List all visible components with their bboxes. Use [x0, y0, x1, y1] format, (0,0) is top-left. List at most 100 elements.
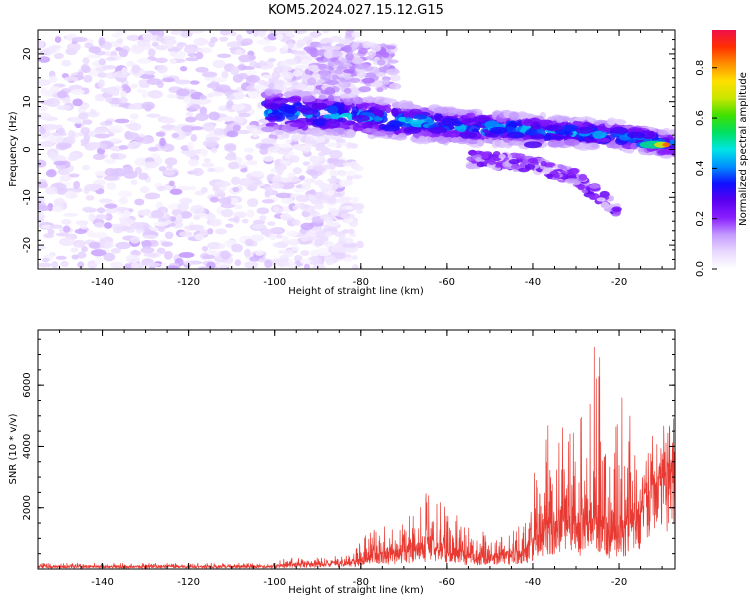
spectrogram-blob — [361, 77, 375, 84]
spectrogram-blob — [102, 65, 117, 70]
spectrogram-blob — [238, 72, 248, 80]
spectrogram-blob — [291, 134, 301, 142]
x-tick-label: -20 — [611, 277, 627, 288]
spectrogram-blob — [287, 239, 300, 246]
spectrogram-blob — [381, 79, 391, 85]
spectrogram-blob — [219, 250, 231, 260]
spectrogram-blob — [130, 236, 141, 244]
spectrogram-blob — [113, 70, 130, 79]
spectrogram-blob — [330, 46, 342, 51]
spectrogram-blob — [575, 126, 594, 134]
spectrogram-blob — [591, 143, 599, 149]
spectrogram-blob — [195, 66, 209, 73]
spectrogram-blob — [476, 161, 485, 168]
spectrogram-blob — [376, 87, 384, 93]
spectrogram-blob — [201, 245, 208, 252]
spectrogram-blob — [52, 204, 64, 213]
spectrogram-blob — [351, 114, 370, 122]
spectrogram-blob — [47, 228, 55, 235]
spectrogram-blob — [130, 113, 139, 120]
spectrogram-blob — [328, 169, 339, 177]
spectrogram-blob — [615, 119, 627, 126]
spectrogram-blob — [139, 186, 150, 194]
spectrogram-blob — [146, 113, 161, 118]
spectrogram-blob — [467, 112, 476, 119]
spectrogram-blob — [230, 66, 240, 76]
spectrogram-blob — [417, 135, 427, 143]
spectrogram-blob — [66, 42, 81, 52]
spectrogram-blob — [356, 209, 364, 214]
spectrogram-blob — [151, 209, 165, 219]
spectrogram-blob — [318, 182, 330, 190]
spectrogram-blob — [244, 248, 251, 258]
spectrogram-blob — [185, 150, 197, 158]
spectrogram-blob — [282, 44, 289, 51]
y-tick-label: -20 — [22, 237, 33, 253]
spectrogram-blob — [343, 44, 352, 53]
spectrogram-blob — [235, 34, 243, 43]
spectrogram-blob — [78, 112, 89, 120]
spectrogram-blob — [556, 114, 564, 124]
spectrogram-blob — [215, 84, 231, 93]
spectrogram-blob — [489, 126, 508, 134]
spectrogram-blob — [353, 97, 364, 105]
spectrogram-blob — [272, 97, 289, 105]
spectrogram-blob — [267, 221, 276, 226]
colorbar-tick-label: 0.8 — [695, 60, 706, 76]
spectrogram-blob — [49, 85, 60, 92]
spectrogram-blob — [264, 259, 273, 269]
spectrogram-blob — [111, 33, 123, 38]
spectrogram-x-label: Height of straight line (km) — [288, 286, 424, 297]
spectrogram-blob — [81, 246, 88, 253]
spectrogram-blob — [138, 172, 149, 180]
spectrogram-blob — [281, 131, 290, 139]
spectrogram-blob — [283, 71, 294, 79]
spectrogram-blob — [279, 182, 295, 190]
snr-y-label: SNR (10 * v/v) — [8, 413, 19, 484]
spectrogram-blob — [355, 62, 370, 70]
spectrogram-blob — [136, 39, 151, 47]
spectrogram-blob — [192, 167, 204, 177]
spectrogram-blob — [662, 142, 671, 147]
spectrogram-blob — [278, 105, 297, 113]
spectrogram-blob — [299, 59, 314, 65]
spectrogram-blob — [278, 143, 293, 149]
spectrogram-blob — [108, 125, 124, 134]
spectrogram-blob — [94, 127, 110, 133]
spectrogram-blob — [596, 197, 606, 202]
spectrogram-blob — [163, 250, 173, 260]
spectrogram-blob — [351, 254, 358, 261]
spectrogram-blob — [126, 34, 141, 42]
spectrogram-blob — [368, 50, 376, 58]
spectrogram-blob — [74, 228, 88, 235]
spectrogram-blob — [185, 57, 199, 62]
spectrogram-blob — [264, 116, 279, 121]
spectrogram-blob — [169, 188, 183, 195]
spectrogram-blob — [247, 75, 257, 83]
spectrogram-blob — [441, 117, 457, 127]
spectrogram-blob — [286, 96, 302, 103]
spectrogram-blob — [403, 126, 422, 134]
spectrogram-blob — [322, 57, 331, 62]
spectrogram-blob — [293, 30, 308, 35]
spectrogram-blob — [97, 72, 108, 78]
spectrogram-blob — [183, 260, 192, 265]
spectrogram-blob — [53, 160, 67, 166]
spectrogram-blob — [260, 126, 277, 133]
spectrogram-blob — [105, 56, 117, 61]
spectrogram-x-ticks: -140 -120 -100 -80 -60 -40 -20 — [59, 30, 663, 288]
spectrogram-blob — [353, 165, 364, 172]
spectrogram-blob — [342, 242, 358, 248]
spectrogram-blob — [443, 131, 452, 138]
spectrogram-blob — [114, 118, 130, 124]
spectrogram-blob — [126, 142, 140, 150]
spectrogram-blob — [161, 77, 175, 83]
spectrogram-blob — [342, 229, 350, 234]
spectrogram-blob — [38, 112, 51, 120]
spectrogram-blob — [289, 155, 300, 163]
x-tick-label: -40 — [525, 277, 541, 288]
spectrogram-blob — [104, 213, 113, 221]
spectrogram-y-label: Frequency (Hz) — [8, 111, 19, 187]
spectrogram-blob — [408, 108, 423, 116]
spectrogram-blob — [274, 260, 284, 265]
